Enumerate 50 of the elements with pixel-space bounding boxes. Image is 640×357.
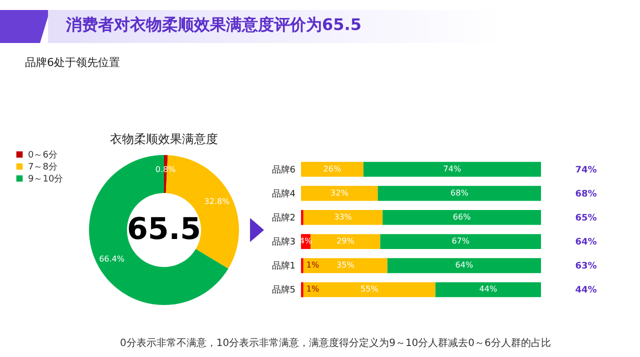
data-label: 66% xyxy=(452,212,472,222)
legend-label: 9～10分 xyxy=(28,174,64,184)
bar xyxy=(310,234,380,250)
text: 63% xyxy=(575,262,597,272)
text: 消费者对衣物柔顺效果满意度评价为65.5 xyxy=(66,15,362,36)
bar xyxy=(303,210,383,225)
y-tick-label: 品牌2 xyxy=(272,212,296,224)
bar xyxy=(435,282,541,298)
bar xyxy=(382,210,541,225)
data-label: 66.4% xyxy=(99,254,125,264)
bar xyxy=(378,186,541,201)
text: 65.5 xyxy=(126,212,202,247)
data-label: 29% xyxy=(336,236,355,246)
data-label: 1% xyxy=(306,284,320,294)
data-label: 32% xyxy=(330,188,349,198)
y-tick-label: 品牌1 xyxy=(272,260,296,272)
text: 0分表示非常不满意，10分表示非常满意，满意度得分定义为9～10分人群减去0～6分人群的占比 xyxy=(120,336,551,350)
text: 44% xyxy=(575,286,597,296)
data-label: 67% xyxy=(452,236,470,246)
bar xyxy=(387,258,541,274)
legend-label: 7～8分 xyxy=(28,162,58,172)
donut-slice xyxy=(89,155,228,305)
data-label: 44% xyxy=(479,284,498,294)
data-label: 68% xyxy=(450,188,469,198)
bar xyxy=(301,186,378,201)
bar xyxy=(301,162,364,177)
text: 品牌6处于领先位置 xyxy=(25,55,120,70)
y-tick-label: 品牌4 xyxy=(272,188,296,200)
chart-title: 衣物柔顺效果满意度 xyxy=(110,132,218,146)
text: 65% xyxy=(575,213,597,224)
bar xyxy=(363,162,541,177)
data-label: 32.8% xyxy=(204,196,230,206)
data-label: 26% xyxy=(323,164,342,174)
bar xyxy=(303,282,436,298)
data-label: 64% xyxy=(455,260,474,270)
y-tick-label: 品牌3 xyxy=(272,236,296,248)
data-label: 1% xyxy=(306,260,320,270)
legend-label: 0～6分 xyxy=(28,150,58,160)
text: 68% xyxy=(575,189,597,200)
text: 74% xyxy=(575,165,597,176)
data-label: 33% xyxy=(334,212,352,222)
data-label: 55% xyxy=(360,284,379,294)
data-label: 74% xyxy=(443,164,462,174)
y-tick-label: 品牌5 xyxy=(272,284,296,296)
bar xyxy=(380,234,541,250)
bar xyxy=(303,258,388,274)
data-label: 0.8% xyxy=(155,165,176,174)
text: 64% xyxy=(575,238,597,248)
y-tick-label: 品牌6 xyxy=(272,164,296,176)
data-label: 35% xyxy=(336,260,355,270)
